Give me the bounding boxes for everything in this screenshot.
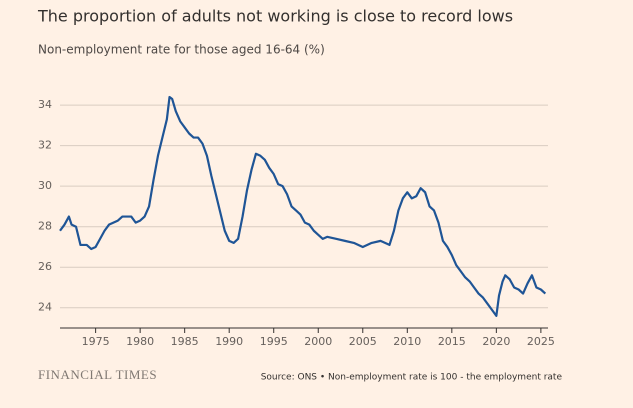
x-tick-label: 1990 [215,335,243,348]
brand-logo: FINANCIAL TIMES [38,367,157,382]
data-line [59,95,547,317]
chart-title: The proportion of adults not working is … [37,7,513,26]
x-tick-label: 1980 [126,335,154,348]
y-tick-label: 32 [38,139,52,152]
x-tick-label: 2025 [527,335,555,348]
y-tick-label: 24 [38,301,52,314]
chart-subtitle: Non-employment rate for those aged 16-64… [38,43,325,57]
x-tick-label: 1985 [171,335,199,348]
y-tick-label: 28 [38,220,52,233]
x-tick-label: 2005 [349,335,377,348]
y-tick-label: 30 [38,179,52,192]
x-tick-label: 2015 [438,335,466,348]
x-tick-label: 2000 [304,335,332,348]
x-tick-label: 1995 [260,335,288,348]
x-tick-label: 1975 [82,335,110,348]
y-tick-label: 34 [38,98,52,111]
y-tick-label: 26 [38,260,52,273]
source-note: Source: ONS • Non-employment rate is 100… [261,373,563,383]
x-tick-label: 2020 [482,335,510,348]
x-tick-label: 2010 [393,335,421,348]
